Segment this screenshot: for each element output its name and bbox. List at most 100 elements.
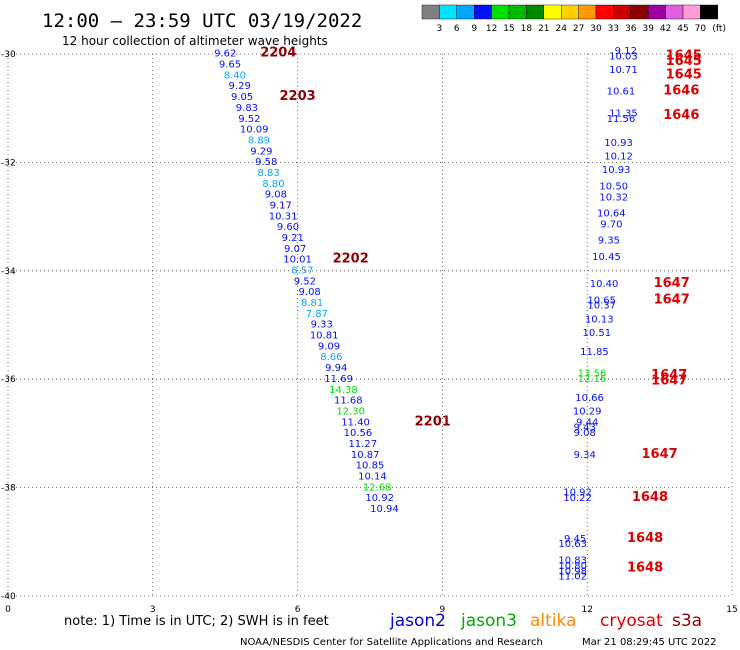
track-number: 1647: [654, 292, 690, 307]
scale-swatch: [630, 4, 649, 20]
scale-label: 21: [538, 24, 549, 34]
scale-swatch: [578, 4, 597, 20]
swh-value: 9.45: [564, 534, 586, 545]
scale-label: 27: [573, 24, 584, 34]
scale-label: 39: [642, 24, 654, 34]
swh-value: 10.37: [587, 301, 616, 312]
swh-value: 8.57: [291, 266, 313, 277]
legend-jason2: jason2: [389, 611, 446, 631]
scale-swatch: [491, 4, 510, 20]
scale-swatch: [439, 4, 457, 20]
track-number: 1647: [654, 276, 690, 291]
swh-value: 9.29: [250, 146, 272, 157]
scale-label: 42: [660, 24, 671, 34]
swh-value: 9.29: [229, 81, 251, 92]
swh-value: 9.52: [294, 276, 316, 287]
swh-value: 10.14: [358, 471, 387, 482]
swh-value: 10.12: [604, 152, 633, 163]
swh-value: 11.35: [609, 108, 638, 119]
swh-value: 11.69: [324, 374, 353, 385]
footer-credit: NOAA/NESDIS Center for Satellite Applica…: [240, 637, 543, 648]
swh-value: 10.92: [563, 488, 592, 499]
swh-value: 9.70: [600, 219, 622, 230]
scale-swatch: [508, 4, 527, 20]
swh-value: 10.56: [344, 428, 373, 439]
swh-value: 9.12: [615, 46, 637, 57]
swh-value: 9.60: [277, 222, 299, 233]
scale-label: 45: [677, 24, 688, 34]
swh-value: 10.13: [585, 314, 614, 325]
swh-value: 10.71: [609, 65, 638, 76]
legend-cryosat: cryosat: [600, 611, 663, 631]
track-number: 1648: [632, 490, 668, 505]
track-number: 1648: [627, 531, 663, 546]
scale-swatch: [682, 4, 701, 20]
track-number: 1646: [663, 108, 699, 123]
swh-value: 9.08: [299, 287, 321, 298]
swh-value: 11.56: [607, 114, 636, 125]
swh-value: 10.80: [558, 561, 587, 572]
scale-label: 9: [471, 24, 477, 34]
swh-value: 12.68: [363, 482, 392, 493]
scale-label: 70: [695, 24, 707, 34]
swh-value: 10.66: [575, 393, 604, 404]
scale-label: 6: [454, 24, 460, 34]
data-points: 9.629.658.409.299.059.839.5210.098.899.2…: [214, 46, 638, 583]
x-tick-label: 3: [150, 605, 156, 615]
swh-value: 10.93: [604, 138, 633, 149]
scale-label: 12: [486, 24, 497, 34]
swh-value: 8.89: [248, 135, 270, 146]
track-labels: 2204220322022201164516451645164616461647…: [260, 46, 702, 576]
swh-value: 7.87: [306, 309, 328, 320]
y-tick-label: -30: [1, 50, 16, 60]
swh-value: 8.80: [262, 179, 284, 190]
y-tick-label: -32: [1, 158, 16, 168]
swh-value: 9.43: [574, 423, 596, 434]
scale-swatch: [665, 4, 684, 20]
scale-swatch: [526, 4, 545, 20]
swh-value: 9.08: [265, 190, 287, 201]
scale-label: 36: [625, 24, 637, 34]
track-number: 1647: [651, 374, 687, 389]
swh-value: 9.33: [311, 320, 333, 331]
scale-unit: (ft): [712, 24, 726, 34]
track-number: 1645: [666, 48, 702, 63]
axis-ticks: 0 3 6 9 12 15 -30 -32 -34 -36 -38 -40: [1, 50, 738, 615]
swh-value: 10.29: [573, 406, 602, 417]
x-tick-label: 0: [5, 605, 11, 615]
chart-subtitle: 12 hour collection of altimeter wave hei…: [62, 34, 328, 48]
swh-value: 10.01: [283, 255, 312, 266]
swh-value: 10.63: [558, 539, 587, 550]
swh-value: 12.16: [578, 374, 607, 385]
y-tick-label: -34: [1, 267, 16, 277]
x-tick-label: 9: [440, 605, 446, 615]
scale-label: 24: [555, 24, 567, 34]
satellite-legend: jason2 jason3 altika cryosat s3a: [389, 611, 702, 631]
swh-value: 10.65: [587, 295, 616, 306]
scale-swatch: [456, 4, 475, 20]
scale-label: 18: [521, 24, 533, 34]
swh-value: 11.27: [348, 439, 377, 450]
swh-value: 11.02: [558, 572, 587, 583]
legend-altika: altika: [530, 611, 577, 631]
swh-value: 9.35: [598, 236, 620, 247]
swh-value: 12.30: [336, 406, 365, 417]
swh-value: 9.08: [574, 428, 596, 439]
swh-value: 10.40: [590, 279, 619, 290]
y-tick-label: -38: [1, 484, 16, 494]
swh-value: 10.61: [607, 87, 636, 98]
track-number: 1645: [666, 67, 702, 82]
scale-swatch: [648, 4, 666, 20]
swh-value: 9.34: [574, 450, 596, 461]
x-tick-label: 15: [726, 605, 737, 615]
scale-label: 33: [608, 24, 619, 34]
scale-swatch: [474, 4, 492, 20]
swh-value: 9.17: [270, 200, 292, 211]
y-tick-label: -36: [1, 375, 16, 385]
swh-value: 14.38: [329, 385, 358, 396]
swh-value: 10.83: [558, 555, 587, 566]
track-number: 2201: [415, 414, 451, 429]
legend-jason3: jason3: [460, 611, 517, 631]
swh-value: 9.44: [576, 417, 598, 428]
